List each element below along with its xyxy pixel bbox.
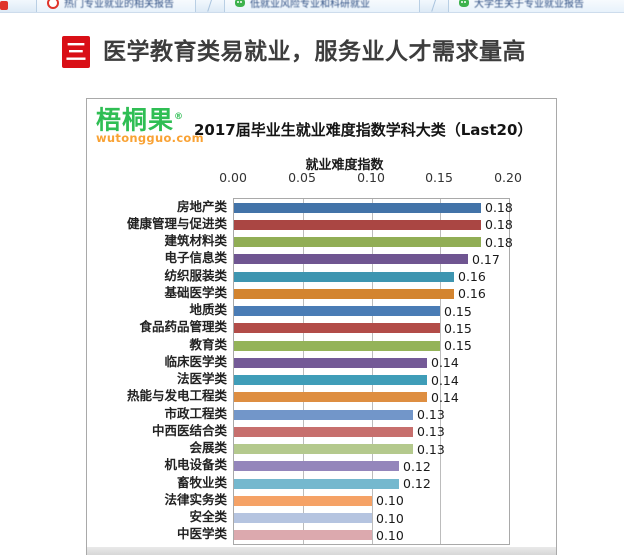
value-label: 0.15 <box>444 303 472 319</box>
chart-title: 2017届毕业生就业难度指数学科大类（Last20） <box>194 121 533 139</box>
cut-off-favicon <box>0 1 8 10</box>
category-label: 安全类 <box>189 509 227 525</box>
value-label: 0.13 <box>417 441 445 457</box>
value-label: 0.16 <box>458 269 486 285</box>
bar <box>234 271 454 282</box>
value-label: 0.10 <box>376 527 404 543</box>
bar <box>234 323 440 334</box>
tab-separator <box>431 0 438 12</box>
category-label: 基础医学类 <box>164 284 227 300</box>
browser-tab[interactable]: 大学生关于专业就业报告 <box>448 0 624 12</box>
value-label: 0.18 <box>485 217 513 233</box>
value-label: 0.15 <box>444 320 472 336</box>
value-label: 0.18 <box>485 200 513 216</box>
registered-mark-icon: ® <box>174 112 185 122</box>
browser-tab-label: 大学生关于专业就业报告 <box>474 0 584 10</box>
bar <box>234 288 454 299</box>
bottom-strip <box>87 547 556 555</box>
category-label: 地质类 <box>189 302 227 318</box>
gridline <box>303 199 304 544</box>
value-label: 0.12 <box>403 476 431 492</box>
logo-url: wutongguo.com <box>96 131 204 146</box>
category-label: 临床医学类 <box>164 353 227 369</box>
category-label: 法医学类 <box>176 371 227 387</box>
plot-area: 0.18 0.18 0.18 0.17 0.16 0.16 0.15 0.15 0.15 0.14… <box>233 198 513 545</box>
bar <box>234 530 372 541</box>
value-label: 0.13 <box>417 407 445 423</box>
section-heading: 三 医学教育类易就业，服务业人才需求量高 <box>62 36 526 68</box>
category-label: 会展类 <box>189 440 227 456</box>
gridline <box>440 199 441 544</box>
page-title: 医学教育类易就业，服务业人才需求量高 <box>103 39 526 65</box>
value-label: 0.14 <box>431 355 459 371</box>
bar <box>234 357 427 368</box>
category-label: 中西医结合类 <box>151 422 227 438</box>
category-label: 畜牧业类 <box>176 474 227 490</box>
bar <box>234 202 481 213</box>
green-chat-icon <box>235 0 245 7</box>
gridline <box>372 199 373 544</box>
tab-separator <box>207 0 214 12</box>
bar <box>234 237 481 248</box>
x-axis-tick-label: 0.10 <box>357 170 385 185</box>
value-label: 0.15 <box>444 338 472 354</box>
category-label: 纺织服装类 <box>164 267 227 283</box>
browser-tab[interactable]: 低就业风险专业和科研就业 <box>224 0 420 12</box>
bar <box>234 409 413 420</box>
category-label: 食品药品管理类 <box>139 319 227 335</box>
bar <box>234 426 413 437</box>
bar <box>234 375 427 386</box>
category-label: 教育类 <box>189 336 227 352</box>
value-label: 0.18 <box>485 234 513 250</box>
green-chat-icon <box>459 0 469 7</box>
category-label: 机电设备类 <box>164 457 227 473</box>
category-label: 房地产类 <box>176 198 227 214</box>
bar <box>234 444 413 455</box>
x-axis-title: 就业难度指数 <box>305 158 384 173</box>
bar <box>234 392 427 403</box>
category-label: 市政工程类 <box>164 405 227 421</box>
browser-tab[interactable]: 热门专业就业的相关报告 <box>36 0 196 12</box>
bar <box>234 513 372 524</box>
browser-tabs: 热门专业就业的相关报告 低就业风险专业和科研就业 大学生关于专业就业报告 <box>36 0 624 12</box>
value-label: 0.14 <box>431 372 459 388</box>
bar <box>234 340 440 351</box>
bar <box>234 478 399 489</box>
x-axis-tick-label: 0.20 <box>494 170 522 185</box>
value-label: 0.14 <box>431 389 459 405</box>
value-label: 0.12 <box>403 458 431 474</box>
x-axis-tick-label: 0.15 <box>425 170 453 185</box>
logo-name: 梧桐果® <box>96 105 185 135</box>
bar <box>234 461 399 472</box>
category-label: 中医学类 <box>176 526 227 542</box>
section-number-glyph: 三 <box>65 40 87 64</box>
bar <box>234 219 481 230</box>
value-label: 0.17 <box>472 251 500 267</box>
category-label: 热能与发电工程类 <box>126 388 227 404</box>
category-label: 健康管理与促进类 <box>126 215 227 231</box>
browser-tab-label: 热门专业就业的相关报告 <box>64 0 174 10</box>
x-axis-tick-label: 0.05 <box>288 170 316 185</box>
wutongguo-logo: 梧桐果® wutongguo.com <box>96 104 204 146</box>
bar <box>234 495 372 506</box>
bar <box>234 306 440 317</box>
category-label: 建筑材料类 <box>164 233 227 249</box>
browser-tab-label: 低就业风险专业和科研就业 <box>250 0 370 10</box>
value-label: 0.10 <box>376 493 404 509</box>
category-label: 法律实务类 <box>164 491 227 507</box>
x-axis-tick-label: 0.00 <box>219 170 247 185</box>
section-number-icon: 三 <box>62 36 90 68</box>
value-label: 0.16 <box>458 286 486 302</box>
bar <box>234 254 468 265</box>
red-ring-icon <box>47 0 59 9</box>
browser-tab-strip: 热门专业就业的相关报告 低就业风险专业和科研就业 大学生关于专业就业报告 <box>0 0 624 13</box>
category-label: 电子信息类 <box>164 250 227 266</box>
value-label: 0.13 <box>417 424 445 440</box>
chart-card: 梧桐果® wutongguo.com 2017届毕业生就业难度指数学科大类（La… <box>86 98 557 555</box>
value-label: 0.10 <box>376 510 404 526</box>
